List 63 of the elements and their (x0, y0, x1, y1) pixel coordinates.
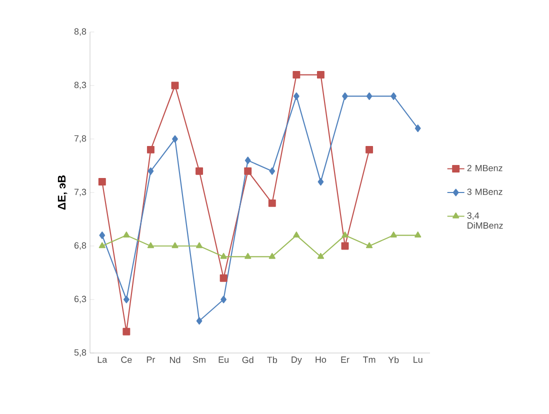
x-tick-label: Tb (267, 356, 277, 364)
point (123, 232, 130, 238)
point (220, 274, 228, 282)
point (196, 167, 204, 175)
point (292, 71, 300, 79)
x-tick-label: Gd (242, 356, 254, 364)
point (220, 296, 227, 304)
legend-label: 3,4 DiMBenz (467, 212, 503, 229)
y-tick-label: 6,3 (74, 296, 86, 304)
point (172, 135, 178, 143)
x-tick-label: La (98, 356, 108, 363)
point (244, 167, 252, 175)
point (122, 328, 130, 336)
point (414, 124, 421, 132)
y-tick-label: 7,3 (74, 188, 86, 196)
point (293, 92, 300, 100)
y-tick-label: 5,8 (74, 349, 86, 357)
x-tick-label: Lu (414, 356, 422, 363)
point (196, 242, 203, 248)
point (146, 146, 154, 154)
x-tick-label: Sm (192, 356, 206, 363)
y-tick-label: 8,3 (74, 82, 86, 90)
x-tick-label: Ce (121, 356, 132, 363)
point (342, 92, 348, 100)
point (268, 199, 276, 207)
point (123, 296, 130, 304)
point (366, 242, 373, 248)
point (269, 167, 276, 175)
point (244, 156, 251, 164)
x-tick-label: Pr (146, 356, 156, 363)
point (268, 252, 276, 259)
y-axis-title: ΔE, эВ (58, 175, 68, 210)
x-tick-label: Nd (170, 356, 180, 364)
point (342, 232, 348, 238)
x-tick-label: Er (341, 356, 350, 363)
point (366, 92, 372, 100)
legend-label: 3 MBenz (467, 188, 502, 195)
point (99, 232, 106, 240)
point (390, 92, 397, 100)
x-tick-label: Tm (363, 356, 376, 363)
y-tick-label: 6,8 (74, 242, 86, 250)
x-tick-label: Dy (292, 356, 302, 365)
x-tick-label: Eu (218, 356, 228, 363)
point (220, 252, 227, 259)
y-tick-label: 7,8 (74, 135, 86, 143)
point (316, 71, 324, 79)
point (318, 178, 324, 186)
x-tick-label: Yb (388, 356, 399, 364)
point (147, 242, 154, 248)
point (172, 242, 178, 248)
legend-label: 2 MBenz (467, 164, 502, 172)
point (293, 232, 300, 238)
point (244, 252, 252, 259)
point (366, 146, 374, 154)
point (98, 242, 106, 248)
point (317, 252, 324, 259)
x-tick-label: Ho (316, 356, 326, 363)
point (196, 317, 202, 325)
point (414, 232, 422, 238)
point (148, 167, 154, 175)
point (98, 178, 106, 186)
y-tick-label: 8,8 (74, 28, 86, 36)
point (390, 232, 397, 238)
